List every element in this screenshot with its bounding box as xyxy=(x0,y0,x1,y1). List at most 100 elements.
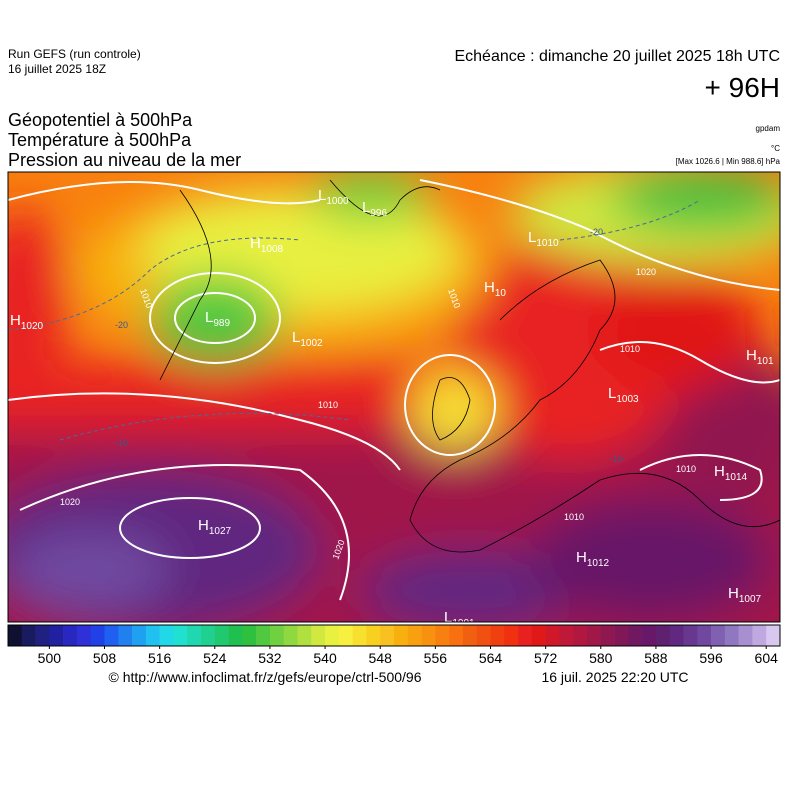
pressure-centre: H101 xyxy=(746,347,774,367)
colorbar-swatch xyxy=(462,625,478,646)
colorbar-swatch xyxy=(132,625,147,646)
colorbar-swatch xyxy=(642,625,657,646)
map-frame xyxy=(7,171,781,623)
pressure-centre: L1010 xyxy=(528,229,559,249)
colorbar-swatch xyxy=(435,625,450,646)
pressure-centre: L1000 xyxy=(318,187,349,207)
pressure-centre: L996 xyxy=(362,199,387,219)
colorbar: 500 508 516 524 532 540 548 556 564 572 580 588 596 6… xyxy=(7,624,781,666)
unit: °C xyxy=(771,144,780,153)
colorbar-swatch xyxy=(256,625,271,646)
colorbar-swatch xyxy=(531,625,546,646)
colorbar-tick-label: 500 xyxy=(38,650,62,666)
pressure-centre: L1002 xyxy=(292,329,323,349)
colorbar-swatch xyxy=(614,625,629,646)
colorbar-swatch xyxy=(283,625,298,646)
colorbar-swatch xyxy=(518,625,533,646)
colorbar-swatch xyxy=(752,625,767,646)
colorbar-swatch xyxy=(697,625,712,646)
colorbar-tick-label: 580 xyxy=(589,650,613,666)
colorbar-swatch xyxy=(352,625,367,646)
map: H1020 L989 H1008 L1000 L996 L1002 L1010 … xyxy=(8,172,780,629)
isobar-label: 1010 xyxy=(676,464,696,474)
colorbar-swatch xyxy=(628,625,643,646)
colorbar-swatch xyxy=(738,625,753,646)
title: Température à 500hPa xyxy=(8,130,192,150)
colorbar-swatch xyxy=(214,625,229,646)
colorbar-frame xyxy=(7,624,781,647)
pressure-centre: L1001 xyxy=(444,609,475,629)
colorbar-swatch xyxy=(187,625,202,646)
run: Run GEFS (run controle) xyxy=(8,47,141,61)
colorbar-swatch xyxy=(242,625,257,646)
colorbar-swatch xyxy=(325,625,340,646)
colorbar-swatch xyxy=(573,625,588,646)
colorbar-tick-label: 532 xyxy=(258,650,282,666)
colorbar-swatch xyxy=(145,625,160,646)
unit: gpdam xyxy=(756,124,781,133)
colorbar-tick-label: 588 xyxy=(644,650,668,666)
colorbar-swatch xyxy=(766,625,781,646)
colorbar-tick-label: 540 xyxy=(313,650,337,666)
colorbar-swatch xyxy=(380,625,395,646)
colorbar-swatch xyxy=(338,625,353,646)
colorbar-swatch xyxy=(600,625,615,646)
pressure-centre: H1027 xyxy=(198,517,232,537)
pressure-centre: L1003 xyxy=(608,385,639,405)
pressure-centre: H1012 xyxy=(576,549,610,569)
pressure-centre: H1020 xyxy=(10,312,44,332)
isobar-label: 1020 xyxy=(636,267,656,277)
colorbar-tick-label: 572 xyxy=(534,650,558,666)
generated: 16 juil. 2025 22:20 UTC xyxy=(541,669,688,685)
colorbar-swatch xyxy=(669,625,684,646)
colorbar-tick-label: 604 xyxy=(755,650,779,666)
colorbar-swatch xyxy=(49,625,64,646)
isobar-label: 1020 xyxy=(60,497,80,507)
pressure-centre: H10 xyxy=(484,279,506,299)
colorbar-swatch xyxy=(8,625,23,646)
colorbar-tick-label: 516 xyxy=(148,650,172,666)
colorbar-swatch xyxy=(559,625,574,646)
colorbar-swatch xyxy=(297,625,312,646)
run-date: 16 juillet 2025 18Z xyxy=(8,62,106,76)
colorbar-swatch xyxy=(504,625,519,646)
colorbar-swatch xyxy=(35,625,50,646)
colorbar-swatch xyxy=(407,625,422,646)
colorbar-swatch xyxy=(21,625,36,646)
colorbar-swatch xyxy=(63,625,78,646)
title: Géopotentiel à 500hPa xyxy=(8,110,193,130)
colorbar-swatch xyxy=(655,625,671,646)
colorbar-swatch xyxy=(201,625,216,646)
colorbar-swatch xyxy=(711,625,726,646)
isotherm-label: -10 xyxy=(115,438,128,448)
colorbar-swatch xyxy=(490,625,505,646)
colorbar-tick-label: 548 xyxy=(369,650,393,666)
isobar-label: 1010 xyxy=(620,344,640,354)
colorbar-swatch xyxy=(159,625,174,646)
colorbar-tick-label: 596 xyxy=(699,650,723,666)
pressure-centre: H1008 xyxy=(250,235,284,255)
colorbar-swatch xyxy=(104,625,119,646)
colorbar-swatch xyxy=(421,625,436,646)
lead-time: + 96H xyxy=(705,72,781,103)
colorbar-swatch xyxy=(683,625,698,646)
valid-time: Echéance : dimanche 20 juillet 2025 18h … xyxy=(454,48,780,65)
colorbar-swatch xyxy=(449,625,464,646)
colorbar-swatch xyxy=(228,625,243,646)
isotherm-label: -20 xyxy=(590,227,603,237)
colorbar-tick-label: 564 xyxy=(479,650,503,666)
colorbar-swatch xyxy=(545,625,560,646)
pressure-range: [Max 1026.6 | Min 988.6] hPa xyxy=(676,157,781,166)
colorbar-swatch xyxy=(366,625,381,646)
colorbar-swatch xyxy=(90,625,105,646)
colorbar-swatch xyxy=(311,625,326,646)
isotherm-label: -10 xyxy=(610,454,623,464)
pressure-centres: H1020 L989 H1008 L1000 L996 L1002 L1010 … xyxy=(10,187,774,629)
pressure-centre: H1014 xyxy=(714,463,748,483)
colorbar-tick-label: 556 xyxy=(424,650,448,666)
pressure-centre: H1007 xyxy=(728,585,762,605)
isobar-label: 1010 xyxy=(318,400,338,410)
isotherm-label: -20 xyxy=(115,320,128,330)
colorbar-swatch xyxy=(394,625,409,646)
